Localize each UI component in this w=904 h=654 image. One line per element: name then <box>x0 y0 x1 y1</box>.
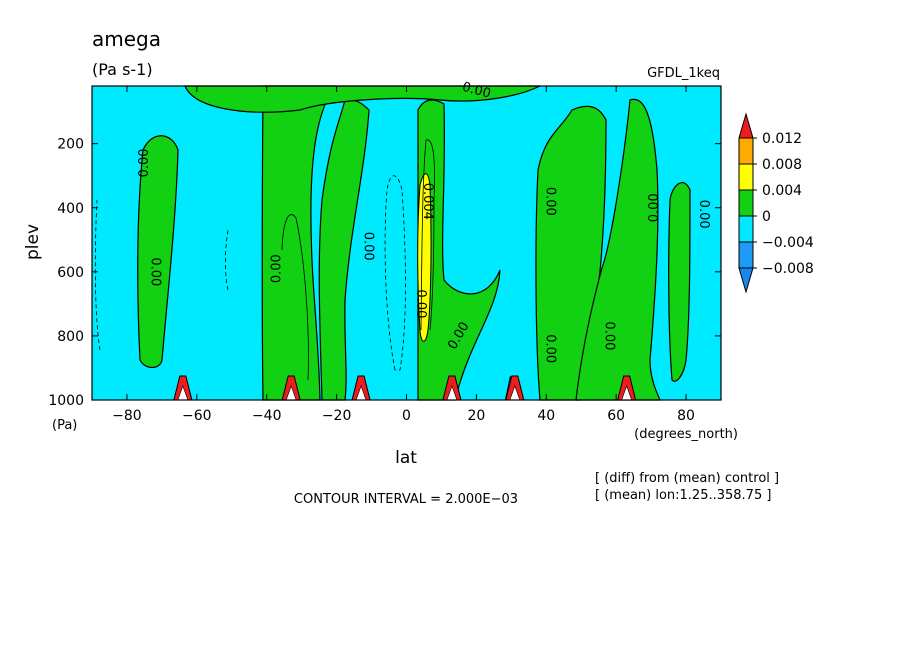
colorbar-label: −0.004 <box>762 235 814 251</box>
model-label: GFDL_1keq <box>647 66 720 81</box>
contour-label: 0.00 <box>137 148 152 177</box>
colorbar-swatch <box>738 137 754 165</box>
colorbar-swatch <box>738 163 754 191</box>
colorbar-label: 0.008 <box>762 157 802 173</box>
x-tick-label: −80 <box>112 408 142 424</box>
contour-label: 0.00 <box>270 254 285 283</box>
contour-dashed-b <box>224 229 229 291</box>
note-mean: [ (mean) lon:1.25..358.75 ] <box>595 488 771 503</box>
y-tick-label: 400 <box>57 201 84 217</box>
positive-regions <box>137 85 691 401</box>
x-tick-label: 20 <box>467 408 485 424</box>
contour-label: 0.00 <box>696 200 711 229</box>
colorbar-label: 0.012 <box>762 131 802 147</box>
contour-label: 0.00 <box>542 187 557 216</box>
x-tick-label: −60 <box>182 408 212 424</box>
band-80s <box>137 135 179 369</box>
y-tick-label: 200 <box>57 137 84 153</box>
x-axis-units: (degrees_north) <box>634 427 738 442</box>
contour-label: 0.00 <box>602 321 617 350</box>
x-tick-label: 40 <box>537 408 555 424</box>
colorbar-swatch <box>738 215 754 243</box>
plot-area: 0.00 0.00 0.00 0.00 0.00 0.004 0.00 0.00 0.00 0.0… <box>91 80 722 401</box>
band-60 <box>575 98 661 401</box>
chart-subtitle: (Pa s-1) <box>92 60 153 79</box>
colorbar-top-arrow <box>738 112 754 139</box>
note-diff: [ (diff) from (mean) control ] <box>595 471 779 486</box>
colorbar-swatch <box>738 241 754 269</box>
x-tick-label: 60 <box>607 408 625 424</box>
contour-thin-d <box>281 214 309 381</box>
thin-contours <box>94 139 435 381</box>
contour-label: 0.00 <box>542 334 557 363</box>
chart-title: amega <box>92 27 161 51</box>
colorbar-swatch <box>738 189 754 217</box>
x-tick-label: −40 <box>252 408 282 424</box>
y-tick-label: 600 <box>57 265 84 281</box>
contour-dashed-c <box>384 175 406 371</box>
colorbar-bottom-arrow <box>738 267 754 294</box>
contour-label: 0.00 <box>647 193 662 222</box>
colorbar-label: 0.004 <box>762 183 802 199</box>
contour-interval: CONTOUR INTERVAL = 2.000E−03 <box>294 492 518 507</box>
y-tick-label: 800 <box>57 329 84 345</box>
x-tick-label: −20 <box>322 408 352 424</box>
band-20s <box>318 99 370 401</box>
band-40s <box>261 85 336 401</box>
band-80n <box>668 182 691 382</box>
top-ribbon <box>184 85 541 113</box>
colorbar-label: −0.008 <box>762 261 814 277</box>
contour-label: 0.00 <box>147 257 162 286</box>
y-axis-units: (Pa) <box>52 418 77 433</box>
contour-labels: 0.00 0.00 0.00 0.00 0.00 0.004 0.00 0.00 0.00 0.0… <box>137 80 711 363</box>
x-tick-label: 80 <box>677 408 695 424</box>
y-axis: 200 400 600 800 1000 <box>48 137 721 409</box>
contour-thin-e <box>420 139 435 331</box>
y-tick-label: 1000 <box>48 393 84 409</box>
contour-label: 0.00 <box>361 232 376 261</box>
colorbar-label: 0 <box>762 209 771 225</box>
x-axis-label: lat <box>395 448 417 468</box>
band-tropics <box>417 99 501 401</box>
contour-label: 0.004 <box>420 183 435 220</box>
y-axis-label: plev <box>23 224 43 260</box>
x-axis: −80 −60 −40 −20 0 20 40 60 80 <box>112 86 695 424</box>
contour-dashed-a <box>94 199 101 351</box>
x-tick-label: 0 <box>402 408 411 424</box>
contour-label: 0.00 <box>413 289 428 318</box>
colorbar: 0.012 0.008 0.004 0 −0.004 −0.008 <box>738 112 814 294</box>
